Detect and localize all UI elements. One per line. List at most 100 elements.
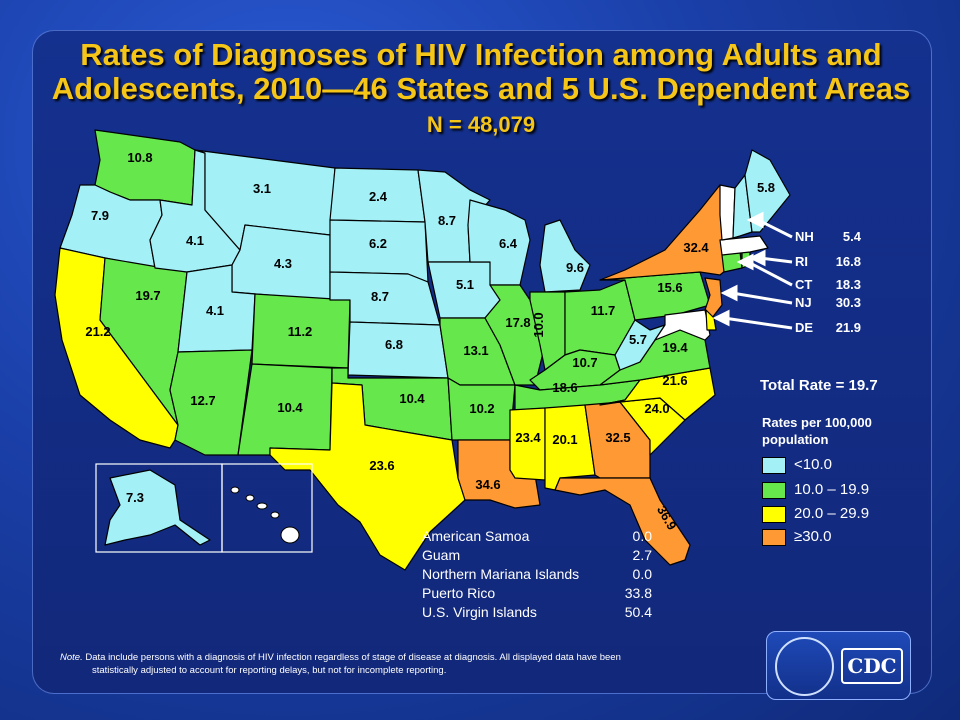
area-value: 0.0 [632,528,652,544]
callout-arrow-DE [723,316,793,330]
callout-value: 16.8 [835,254,861,269]
legend-label: <10.0 [794,456,832,473]
state-value-NM: 10.4 [277,400,303,415]
state-value-PA: 15.6 [657,280,682,295]
area-value: 33.8 [624,585,652,601]
state-value-CO: 11.2 [288,324,313,339]
state-value-SD: 6.2 [369,236,387,251]
callout-value: 18.3 [835,277,861,292]
state-value-NY: 32.4 [683,240,709,255]
state-MA [719,235,769,256]
map-title: Rates of Diagnoses of HIV Infection amon… [32,38,930,106]
hhs-seal-icon [775,637,834,696]
total-rate: Total Rate = 19.7 [760,377,878,394]
state-value-OK: 10.4 [399,391,425,406]
callout-state-code: NH [795,229,814,244]
legend-swatch [762,529,786,546]
legend-label: 20.0 – 29.9 [794,505,870,522]
state-IL [484,284,546,386]
hawaii-inset [221,463,313,553]
callout-value: 21.9 [835,320,861,335]
legend-title-line-2: population [762,432,829,447]
state-value-IA: 5.1 [456,277,474,292]
dependent-area-row: Northern Mariana Islands 0.0 [422,565,652,584]
state-AK [104,469,211,546]
callout-arrow-CT [747,260,793,287]
callout-value: 5.4 [842,229,861,244]
callout-CT: CT 18.3 [795,277,861,292]
area-value: 0.0 [632,566,652,582]
area-name: Guam [422,547,461,563]
area-name: American Samoa [422,528,530,544]
title-line-1: Rates of Diagnoses of HIV Infection amon… [80,37,882,72]
state-value-AK: 7.3 [126,490,144,505]
state-value-KY: 10.7 [572,355,597,370]
callout-arrowhead-NJ [720,284,738,302]
state-value-UT: 4.1 [206,303,224,318]
legend-title-line-1: Rates per 100,000 [762,415,872,430]
state-value-OR: 7.9 [91,208,109,223]
dependent-areas-table: American Samoa 0.0 Guam 2.7 Northern Maria… [422,527,652,622]
state-value-WY: 4.3 [274,256,292,271]
map-subtitle: N = 48,079 [426,112,536,137]
state-value-KS: 6.8 [385,337,403,352]
state-value-MO: 13.1 [463,343,488,358]
callout-DE: DE 21.9 [795,320,861,335]
state-value-AL: 20.1 [552,432,577,447]
state-NC [599,367,716,421]
state-value-AZ: 12.7 [190,393,215,408]
cdc-logo-badge: CDC [766,631,911,700]
state-value-IL: 17.8 [505,315,530,330]
state-value-TN: 18.6 [552,380,577,395]
dependent-area-row: Guam 2.7 [422,546,652,565]
state-value-MS: 23.4 [515,430,541,445]
callout-NJ: NJ 30.3 [795,295,861,310]
legend-label: ≥30.0 [794,528,832,545]
callout-arrow-NJ [731,291,793,305]
note-line-1: Data include persons with a diagnosis of… [85,652,621,663]
area-name: Puerto Rico [422,585,496,601]
state-value-ND: 2.4 [369,189,388,204]
state-value-ME: 5.8 [757,180,775,195]
legend-swatch [762,482,786,499]
footnote: Note. Data include persons with a diagno… [60,651,760,677]
callout-RI: RI 16.8 [795,254,861,269]
area-value: 50.4 [624,604,652,620]
area-name: U.S. Virgin Islands [422,604,537,620]
legend-swatch [762,506,786,523]
state-value-AR: 10.2 [469,401,494,416]
state-value-SC: 24.0 [644,401,669,416]
callout-state-code: CT [795,277,813,292]
area-name: Northern Mariana Islands [422,566,580,582]
dependent-area-row: American Samoa 0.0 [422,527,652,546]
dependent-area-row: U.S. Virgin Islands 50.4 [422,603,652,622]
area-value: 2.7 [632,547,652,563]
state-value-MN: 8.7 [438,213,456,228]
callout-arrowhead-RI [748,249,766,267]
state-MI [539,219,591,293]
callout-arrow-NH [757,218,793,239]
callout-value: 30.3 [835,295,861,310]
state-value-WI: 6.4 [499,236,518,251]
state-ME [744,149,791,233]
callout-arrowhead-NH [746,211,764,229]
title-line-2: Adolescents, 2010—46 States and 5 U.S. D… [51,71,911,106]
state-value-IN: 10.0 [531,312,546,337]
legend-title: Rates per 100,000 population [762,414,912,448]
state-FL [554,477,691,566]
state-VT [719,184,736,241]
state-value-MI: 9.6 [566,260,584,275]
state-value-CA: 21.2 [85,324,110,339]
state-DE [705,309,717,331]
state-value-GA: 32.5 [605,430,630,445]
state-value-NV: 19.7 [135,288,160,303]
state-value-LA: 34.6 [475,477,500,492]
hawaii-islands [230,486,300,544]
state-NY [599,184,733,281]
state-value-WA: 10.8 [127,150,152,165]
state-value-ID: 4.1 [186,233,204,248]
cdc-logo: CDC [841,648,903,684]
state-NH [732,174,753,239]
dependent-area-row: Puerto Rico 33.8 [422,584,652,603]
